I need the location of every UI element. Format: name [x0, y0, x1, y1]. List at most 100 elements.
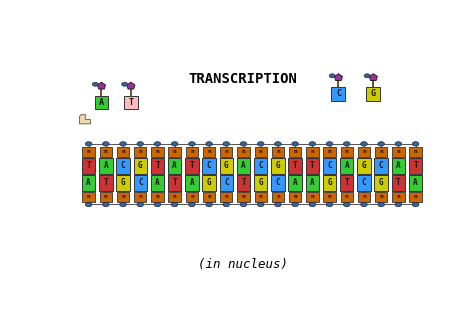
Text: A: A [413, 178, 418, 187]
Bar [323, 147, 336, 157]
Text: C: C [121, 161, 125, 170]
Circle shape [240, 142, 247, 146]
Polygon shape [127, 82, 135, 89]
Bar [237, 191, 250, 202]
Bar [255, 147, 267, 157]
Circle shape [344, 142, 350, 146]
Text: n: n [87, 149, 91, 154]
Text: (in nucleus): (in nucleus) [198, 258, 288, 271]
Bar [116, 175, 130, 191]
Text: A: A [293, 178, 298, 187]
Bar [117, 147, 129, 157]
Circle shape [378, 142, 384, 146]
Text: G: G [362, 161, 366, 170]
Bar [117, 191, 129, 202]
Text: G: G [207, 178, 211, 187]
Bar [168, 158, 182, 173]
Bar [168, 175, 182, 191]
Bar [219, 158, 233, 173]
Circle shape [120, 202, 127, 207]
Circle shape [274, 202, 281, 207]
Text: T: T [155, 161, 160, 170]
Polygon shape [369, 74, 377, 81]
Bar [82, 175, 95, 191]
Circle shape [364, 74, 370, 78]
Text: T: T [128, 98, 133, 107]
Bar [237, 158, 250, 173]
Text: T: T [190, 161, 194, 170]
Bar [203, 191, 215, 202]
Bar [392, 175, 405, 191]
Text: G: G [121, 178, 125, 187]
Text: C: C [207, 161, 211, 170]
Circle shape [240, 202, 247, 207]
Text: C: C [224, 178, 228, 187]
Circle shape [102, 142, 109, 146]
Bar [185, 175, 199, 191]
Text: G: G [379, 178, 383, 187]
Text: C: C [258, 161, 263, 170]
Text: n: n [242, 194, 246, 199]
Bar [358, 191, 370, 202]
Circle shape [223, 202, 229, 207]
Text: G: G [371, 89, 376, 98]
Circle shape [395, 142, 401, 146]
Bar [271, 175, 284, 191]
Circle shape [378, 202, 384, 207]
Circle shape [257, 142, 264, 146]
Circle shape [329, 74, 335, 78]
Text: C: C [336, 89, 341, 98]
Bar [374, 158, 388, 173]
Polygon shape [98, 82, 106, 89]
Bar [375, 191, 387, 202]
Polygon shape [334, 74, 343, 81]
Bar [410, 191, 422, 202]
Text: T: T [413, 161, 418, 170]
Circle shape [189, 202, 195, 207]
Bar [288, 175, 302, 191]
Text: n: n [362, 194, 366, 199]
Text: n: n [276, 194, 280, 199]
Bar [151, 191, 164, 202]
Bar [237, 147, 250, 157]
Circle shape [137, 142, 144, 146]
Text: A: A [241, 161, 246, 170]
Bar [134, 158, 147, 173]
Bar [340, 191, 353, 202]
Text: T: T [293, 161, 298, 170]
Bar [271, 158, 284, 173]
Text: G: G [327, 178, 332, 187]
Circle shape [309, 202, 316, 207]
Text: n: n [310, 194, 314, 199]
Text: A: A [86, 178, 91, 187]
Bar [116, 158, 130, 173]
Bar [289, 191, 301, 202]
Bar [100, 191, 112, 202]
Text: G: G [275, 161, 280, 170]
Circle shape [85, 142, 92, 146]
Text: T: T [103, 178, 108, 187]
Bar [168, 191, 181, 202]
Text: n: n [173, 149, 176, 154]
Text: n: n [121, 149, 125, 154]
Circle shape [274, 142, 281, 146]
Bar [219, 175, 233, 191]
Bar [168, 147, 181, 157]
Bar [323, 158, 336, 173]
Text: T: T [345, 178, 349, 187]
Circle shape [326, 142, 333, 146]
Bar [94, 96, 109, 109]
Bar [151, 147, 164, 157]
Bar [99, 158, 112, 173]
Circle shape [206, 142, 212, 146]
Bar [392, 158, 405, 173]
Bar [306, 191, 319, 202]
Bar [392, 191, 405, 202]
Text: n: n [87, 194, 91, 199]
Circle shape [309, 142, 316, 146]
Text: n: n [190, 149, 194, 154]
Text: n: n [396, 194, 400, 199]
Text: T: T [173, 178, 177, 187]
Bar [134, 175, 147, 191]
Bar [124, 96, 138, 109]
